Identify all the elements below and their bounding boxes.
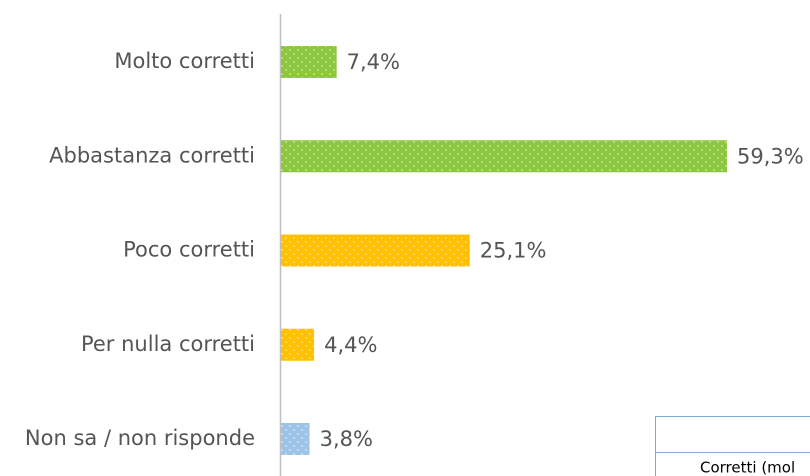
- data-label: 7,4%: [347, 50, 400, 74]
- data-label: 25,1%: [480, 239, 547, 263]
- y-tick-label: Non sa / non risponde: [25, 426, 255, 450]
- y-tick-label: Per nulla corretti: [81, 332, 255, 356]
- bar: [281, 46, 337, 78]
- table-cell: Corretti (mol: [700, 459, 795, 476]
- bar: [281, 328, 315, 361]
- data-label: 4,4%: [324, 333, 377, 357]
- bar: [281, 140, 727, 173]
- y-tick-label: Poco corretti: [123, 238, 255, 262]
- y-tick-label: Molto corretti: [114, 49, 255, 73]
- y-tick-label: Abbastanza corretti: [49, 143, 255, 167]
- data-label: 3,8%: [320, 427, 373, 451]
- legend-table: Corretti (mol: [655, 416, 810, 476]
- bar: [281, 234, 470, 267]
- bar: [281, 423, 310, 455]
- data-label: 59,3%: [737, 144, 804, 168]
